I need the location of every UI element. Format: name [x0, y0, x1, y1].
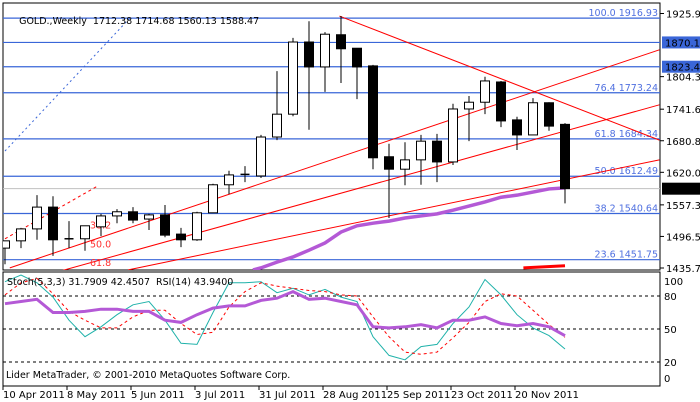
moving-average-line — [252, 186, 566, 270]
candle-bear — [128, 211, 138, 221]
candle-bear — [512, 119, 522, 136]
fib-level-label: 76.4 1773.24 — [595, 83, 658, 94]
candle-bear — [176, 233, 186, 241]
x-tick-label: 28 Aug 2011 — [323, 390, 387, 401]
main-pane — [2, 2, 661, 271]
candle-bull — [32, 206, 42, 230]
trend-line — [128, 159, 660, 270]
price-marker — [662, 36, 700, 49]
y-tick-label: 1620.00 — [666, 168, 700, 179]
x-tick-label: 3 Jul 2011 — [195, 390, 245, 401]
symbol-label: GOLD.,Weekly — [19, 16, 87, 27]
fib-level-label: 38.2 1540.64 — [595, 204, 658, 215]
indicator-series-line — [4, 274, 566, 361]
candle-bull — [320, 33, 330, 68]
candle-bull — [224, 174, 234, 186]
x-tick-label: 20 Nov 2011 — [515, 390, 579, 401]
indicator-plot — [3, 274, 660, 363]
candle-bull — [528, 102, 538, 136]
candle-bull — [208, 184, 218, 214]
candle-bull — [464, 101, 474, 110]
x-tick-label: 8 May 2011 — [67, 390, 126, 401]
candle-bull — [192, 212, 202, 241]
candle-bull — [16, 228, 26, 242]
fib-level-label: 61.8 1684.34 — [595, 129, 658, 140]
ohlc-label: 1712.38 1714.68 1560.13 1588.47 — [92, 16, 260, 27]
price-marker — [662, 60, 700, 73]
candle-bear — [368, 65, 378, 159]
indicator-y-label: 100 — [664, 277, 683, 288]
indicator-y-label: 50 — [664, 325, 677, 336]
candle-bear — [48, 206, 58, 241]
candle-bull — [400, 159, 410, 170]
x-tick-label: 25 Sep 2011 — [387, 390, 450, 401]
x-tick-label: 10 Apr 2011 — [3, 390, 65, 401]
fib-level-label: 50.0 1612.49 — [595, 166, 658, 177]
y-tick-label: 1435.70 — [666, 264, 700, 275]
candle-bear — [352, 47, 362, 68]
trend-line — [523, 264, 566, 270]
fib-level-label: 23.6 1451.75 — [595, 250, 658, 261]
fan-label: 50.0 — [90, 239, 111, 250]
y-tick-label: 1925.90 — [666, 10, 700, 21]
y-tick-label: 1804.30 — [666, 73, 700, 84]
candle-bull — [288, 41, 298, 115]
trend-line — [62, 104, 660, 270]
candle-bear — [544, 102, 554, 127]
candle-bear — [336, 34, 346, 50]
price-marker-label: 1588.47 — [665, 185, 700, 196]
candle-bull — [80, 225, 90, 240]
trend-line — [9, 49, 660, 269]
indicator-title: Stoch(5,3,3) 31.7909 42.4507 RSI(14) 43.… — [7, 277, 234, 288]
x-tick-label: 23 Oct 2011 — [451, 390, 513, 401]
candle-bull — [416, 140, 426, 161]
main-plot: 100.0 1916.93 76.4 1773.24 61.8 1684.34 50.… — [3, 8, 660, 270]
fib-level-label: 100.0 1916.93 — [588, 8, 658, 19]
chart-title: GOLD.,Weekly 1712.38 1714.68 1560.13 158… — [7, 5, 259, 38]
candle-bear — [384, 156, 394, 170]
price-marker-label: 1870.17 — [665, 38, 700, 49]
copyright-text: Lider MetaTrader, © 2001-2010 MetaQuotes… — [6, 370, 291, 381]
y-tick-label: 1557.30 — [666, 201, 700, 212]
trend-line — [4, 17, 131, 152]
price-marker — [662, 182, 700, 195]
candle-bull — [112, 211, 122, 217]
x-tick-label: 5 Jun 2011 — [131, 390, 185, 401]
y-tick-label: 1680.80 — [666, 137, 700, 148]
candle-bear — [304, 41, 314, 68]
y-tick-label: 1741.60 — [666, 105, 700, 116]
indicator-y-label: 0 — [664, 374, 670, 385]
candle-bull — [256, 136, 266, 177]
indicator-y-label: 20 — [664, 358, 677, 369]
price-marker-label: 1823.40 — [665, 63, 700, 74]
candle-bull — [144, 214, 154, 220]
candle-bull — [480, 80, 490, 103]
candle-bear — [432, 140, 442, 163]
fan-label: 61.8 — [90, 258, 111, 269]
candle-bear — [496, 81, 506, 122]
indicator-series-line — [4, 289, 566, 337]
candle-bull — [96, 215, 106, 228]
candle-bear — [560, 123, 570, 190]
indicator-y-label: 80 — [664, 292, 677, 303]
y-tick-label: 1496.50 — [666, 232, 700, 243]
x-tick-label: 31 Jul 2011 — [259, 390, 316, 401]
candle-bull — [3, 240, 10, 249]
candle-bear — [160, 214, 170, 236]
candle-bull — [448, 108, 458, 163]
candle-bull — [272, 113, 282, 138]
